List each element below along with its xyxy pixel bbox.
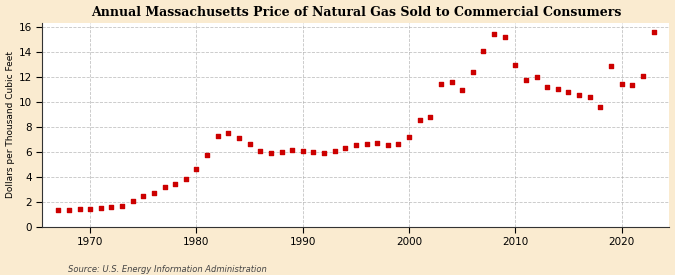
Point (510, 63, 520, 67)
Point (213, 134, 223, 138)
Point (148, 191, 159, 195)
Point (489, 32, 500, 36)
Point (223, 131, 234, 135)
Point (95, 205, 106, 210)
Point (308, 149, 319, 154)
Point (595, 105, 605, 109)
Title: Annual Massachusetts Price of Natural Gas Sold to Commercial Consumers: Annual Massachusetts Price of Natural Ga… (90, 6, 621, 18)
Point (106, 205, 117, 209)
Point (255, 149, 266, 153)
Point (170, 182, 181, 186)
Point (234, 136, 244, 140)
Point (128, 199, 138, 203)
Point (574, 93, 585, 98)
Point (414, 118, 425, 123)
Point (159, 185, 170, 189)
Point (648, 30, 659, 35)
Point (404, 134, 414, 139)
Point (361, 142, 372, 146)
Point (563, 90, 574, 95)
Point (457, 88, 468, 93)
Point (85, 206, 96, 211)
Point (435, 82, 446, 86)
Point (467, 70, 478, 75)
Point (53, 208, 63, 212)
Point (340, 146, 351, 150)
Point (244, 142, 255, 146)
Point (637, 74, 648, 78)
Point (319, 151, 329, 155)
Point (63, 208, 74, 212)
Point (350, 143, 361, 148)
Point (616, 82, 627, 86)
Point (542, 85, 553, 90)
Point (605, 64, 616, 68)
Point (383, 143, 394, 148)
Point (372, 141, 383, 146)
Point (329, 149, 340, 153)
Point (180, 177, 191, 181)
Point (138, 194, 148, 199)
Point (531, 75, 542, 79)
Point (265, 151, 276, 155)
Point (478, 48, 489, 53)
Point (74, 207, 85, 211)
Y-axis label: Dollars per Thousand Cubic Feet: Dollars per Thousand Cubic Feet (5, 51, 15, 198)
Point (520, 78, 531, 82)
Point (585, 95, 595, 99)
Point (191, 167, 202, 171)
Point (552, 86, 563, 91)
Point (425, 115, 436, 119)
Point (627, 83, 638, 88)
Point (202, 153, 213, 158)
Point (276, 149, 287, 154)
Point (446, 80, 457, 84)
Point (393, 142, 404, 146)
Text: Source: U.S. Energy Information Administration: Source: U.S. Energy Information Administ… (68, 265, 266, 274)
Point (117, 204, 128, 208)
Point (500, 35, 510, 40)
Point (287, 147, 298, 152)
Point (298, 149, 308, 153)
